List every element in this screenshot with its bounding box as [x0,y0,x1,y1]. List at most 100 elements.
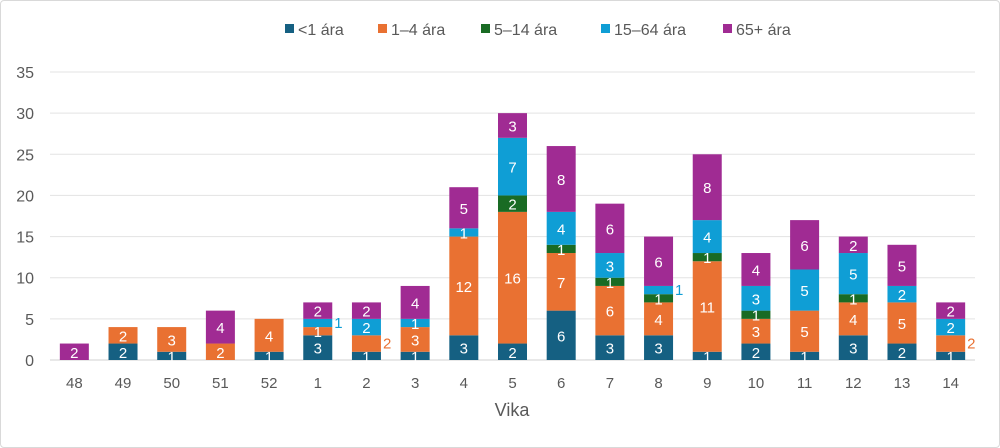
x-tick-label: 50 [163,375,180,392]
data-label: 3 [411,332,419,349]
data-label: 1 [334,315,342,332]
bar-segment [400,285,430,319]
x-tick-label: 9 [703,375,711,392]
data-label: 2 [849,238,857,255]
bar-segment [254,318,284,352]
data-label: 4 [265,328,273,345]
gridlines [50,71,975,361]
data-label: 2 [898,345,906,362]
bar-segment [887,285,917,303]
bar-segment [790,220,820,270]
y-tick-label: 20 [16,188,34,205]
bar-segment [449,228,479,237]
data-label: 6 [654,254,662,271]
x-tick-label: 5 [508,375,516,392]
bar-segment [303,327,333,336]
x-tick-label: 48 [66,375,83,392]
data-label: 1 [362,349,370,366]
bar-segment [546,146,576,212]
bar-segment [303,318,333,328]
x-tick-label: 6 [557,375,565,392]
bar-segment [936,335,966,352]
data-label: 3 [606,341,614,358]
data-label: 7 [508,160,516,177]
bar-segment [449,335,479,360]
bar-segment [790,310,820,352]
data-label: 2 [70,345,78,362]
data-label: 3 [460,341,468,358]
data-label: 1 [703,349,711,366]
bar-segment [644,236,674,286]
bar-segment [838,335,868,360]
bar-segment [595,253,625,278]
bar-segment [887,302,917,344]
bar-segment [838,302,868,336]
data-label: 16 [504,271,521,288]
bar-segment [498,195,527,212]
bar-segment [157,351,187,360]
x-tick-label: 51 [212,375,229,392]
y-tick-label: 35 [16,65,34,82]
data-label: 1 [675,282,683,299]
bar-segment [546,211,576,245]
data-label: 1 [946,349,954,366]
bar-segment [400,318,430,328]
y-axis-ticks: 0 5 10 15 20 25 30 35 [16,65,34,370]
legend-swatch [378,24,387,33]
bar-segment [741,310,771,319]
data-label: 2 [898,287,906,304]
data-label: 2 [362,304,370,321]
bar-segment [790,351,820,360]
data-label: 5 [898,258,906,275]
y-tick-label: 25 [16,147,34,164]
bar-segment [692,253,722,262]
bar-segment [498,211,527,344]
bar-segment [595,203,625,254]
x-tick-label: 3 [411,375,419,392]
bar-segment [449,187,479,229]
data-label: 4 [411,295,419,312]
data-label: 1 [460,225,468,242]
bar-segment [644,302,674,336]
data-label: 1 [606,275,614,292]
data-label: 11 [699,300,715,317]
legend-swatch [481,24,490,33]
bar-segment [741,318,771,344]
x-tick-label: 52 [261,375,278,392]
bar-segment [546,253,576,311]
data-label: 5 [800,283,808,300]
legend-swatch [285,24,294,33]
x-tick-label: 11 [797,375,813,392]
data-label: 2 [119,328,127,345]
bar-segment [692,154,722,221]
bar-segment [595,335,625,360]
bar-segment [205,310,235,344]
data-label: 12 [455,279,472,296]
x-tick-label: 2 [362,375,370,392]
legend-swatch [601,24,610,33]
bar-segment [790,269,820,311]
data-label: 3 [752,291,760,308]
bar-segment [644,285,674,295]
y-tick-label: 15 [16,230,34,247]
bar-segment [887,244,917,286]
x-tick-label: 4 [460,375,468,392]
data-label: 3 [654,341,662,358]
bar-segment [838,294,868,303]
data-label: 1 [654,291,662,308]
bars: 2 221324143112122213143121521627367148361… [59,113,976,366]
data-label: 1 [411,349,419,366]
bar-segment [741,253,771,286]
data-label: 1 [800,349,808,366]
legend-label: 5–14 ára [494,22,557,39]
bar-segment [59,343,89,360]
bar-segment [254,351,284,360]
x-tick-label: 10 [748,375,765,392]
bar-segment [546,244,576,254]
bar-segment [205,343,235,360]
data-label: 8 [557,172,565,189]
bar-segment [692,351,722,360]
bar-segment [838,253,868,295]
legend-label: 65+ ára [736,22,791,39]
